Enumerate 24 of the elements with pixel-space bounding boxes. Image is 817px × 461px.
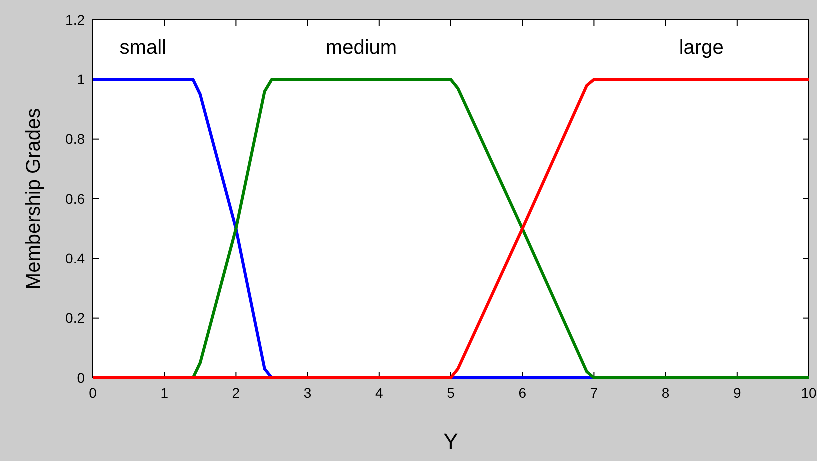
line-series (92, 78, 810, 380)
x-tick-label: 4 (376, 385, 384, 401)
y-tick-label: 0.8 (66, 131, 86, 148)
y-tick-label: 0.4 (66, 250, 86, 267)
series-label: medium (326, 37, 398, 59)
x-tick-label: 2 (232, 385, 240, 401)
series-label: large (679, 37, 724, 59)
x-tick-label: 1 (160, 385, 169, 401)
y-tick-label: 0 (77, 370, 86, 386)
x-tick-label: 6 (518, 385, 527, 401)
x-tick-label: 8 (662, 385, 670, 401)
x-tick-label: 7 (590, 385, 598, 401)
x-tick-label: 0 (89, 385, 98, 401)
y-tick-label: 0.2 (66, 310, 86, 326)
x-axis-title: Y (444, 429, 459, 454)
x-tick-label: 10 (801, 385, 817, 401)
x-tick-label: 9 (734, 385, 742, 401)
x-tick-label: 5 (447, 385, 456, 401)
x-tick-label: 3 (304, 385, 312, 401)
y-tick-label: 1 (77, 72, 86, 88)
y-tick-label: 0.6 (66, 190, 86, 207)
series-label: small (120, 37, 166, 59)
y-axis-title: Membership Grades (23, 108, 45, 290)
y-tick-label: 1.2 (66, 12, 86, 28)
